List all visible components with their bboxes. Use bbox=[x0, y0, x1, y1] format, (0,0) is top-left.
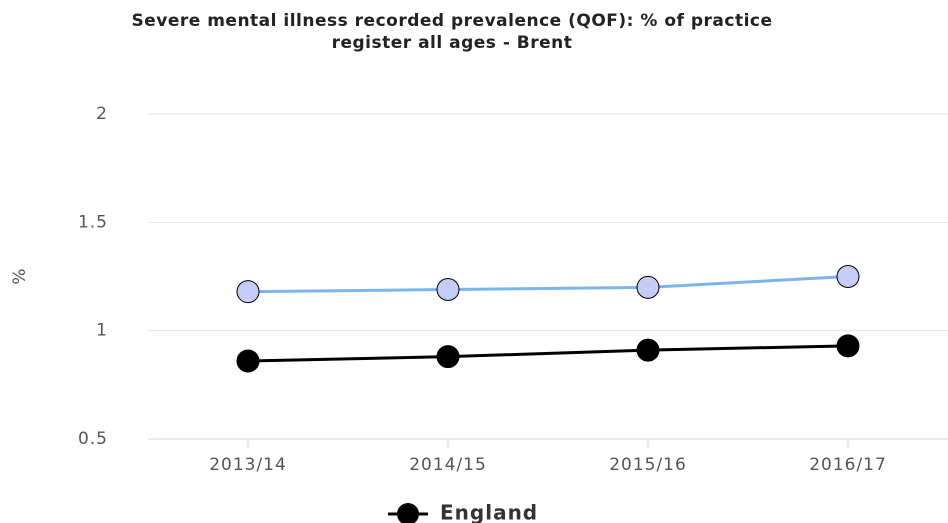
y-tick-label: 0.5 bbox=[78, 429, 108, 449]
series-line bbox=[247, 344, 849, 363]
data-point bbox=[836, 265, 860, 288]
y-tick-label: 2 bbox=[96, 104, 108, 124]
data-point bbox=[636, 275, 660, 299]
x-tick-label: 2016/17 bbox=[809, 455, 887, 475]
legend-symbol bbox=[397, 503, 419, 523]
y-tick-label: 1.5 bbox=[78, 212, 108, 232]
chart-title: Severe mental illness recorded prevalenc… bbox=[131, 11, 772, 31]
data-point bbox=[436, 278, 460, 301]
x-tick-label: 2014/15 bbox=[409, 455, 487, 475]
data-point bbox=[436, 345, 460, 369]
chart-title: register all ages - Brent bbox=[332, 33, 573, 53]
y-tick-label: 1 bbox=[96, 321, 108, 341]
x-tick-label: 2015/16 bbox=[609, 455, 687, 475]
y-axis-label: % bbox=[10, 267, 30, 284]
data-point bbox=[836, 334, 860, 358]
data-point bbox=[636, 338, 660, 362]
data-point bbox=[236, 349, 260, 373]
legend-label: England bbox=[440, 501, 538, 523]
data-point bbox=[236, 280, 260, 304]
series-line bbox=[247, 275, 849, 294]
x-tick-label: 2013/14 bbox=[209, 455, 287, 475]
